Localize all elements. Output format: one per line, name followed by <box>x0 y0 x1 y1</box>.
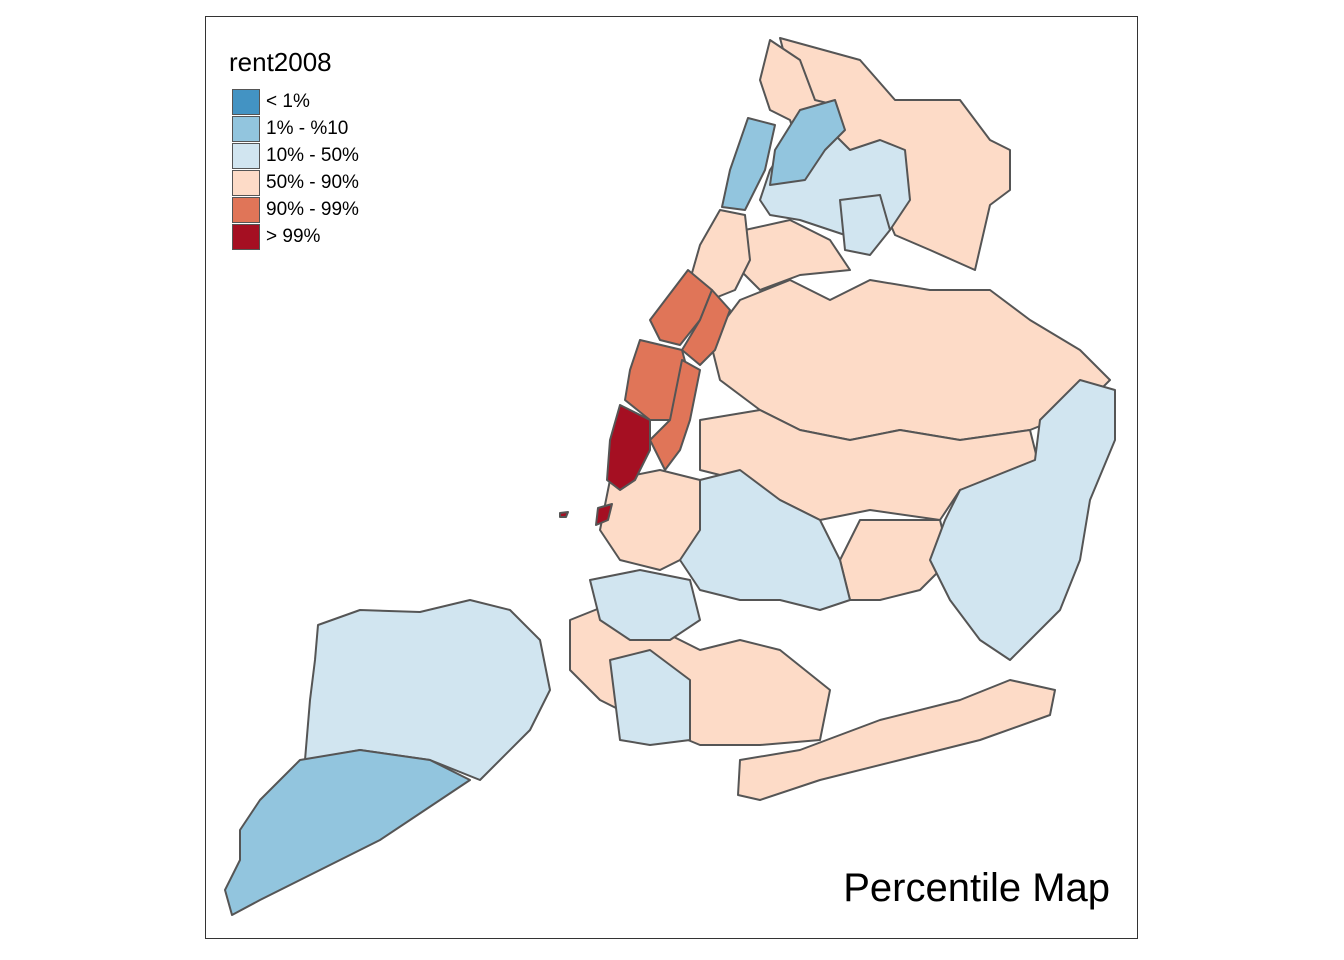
legend-swatch <box>232 170 260 196</box>
legend-item-90-99: 90% - 99% <box>232 197 359 223</box>
region-brooklyn-central <box>679 469 851 611</box>
legend-label: 10% - 50% <box>266 145 359 166</box>
legend-item-50-90: 50% - 90% <box>232 170 359 196</box>
legend-item-lt1: < 1% <box>232 89 310 115</box>
region-governors-island <box>595 503 613 526</box>
region-manhattan-east <box>649 359 701 471</box>
legend-swatch <box>232 197 260 223</box>
region-rockaway <box>737 679 1056 801</box>
region-manhattan-harlem <box>689 209 751 301</box>
region-manhattan-ues <box>681 289 731 366</box>
map-title: Percentile Map <box>843 866 1110 910</box>
region-staten-island-north <box>304 599 551 781</box>
region-bronx-se <box>839 194 891 256</box>
region-manhattan-north <box>721 117 776 211</box>
region-manhattan-downtown <box>606 404 651 491</box>
legend-item-1-10: 1% - %10 <box>232 116 348 142</box>
region-brooklyn-bay <box>609 649 691 746</box>
region-staten-island-south <box>224 749 471 916</box>
legend-swatch <box>232 116 260 142</box>
legend-swatch <box>232 89 260 115</box>
legend-label: 50% - 90% <box>266 172 359 193</box>
legend-label: 1% - %10 <box>266 118 349 139</box>
region-small-island <box>559 511 569 518</box>
region-brooklyn-west <box>589 569 701 641</box>
region-bronx-riverdale <box>769 99 846 186</box>
legend-swatch <box>232 143 260 169</box>
legend-title: rent2008 <box>229 47 332 77</box>
legend-item-10-50: 10% - 50% <box>232 143 359 169</box>
legend-swatch <box>232 224 260 250</box>
legend-label: 90% - 99% <box>266 199 359 220</box>
legend-item-gt99: > 99% <box>232 224 320 250</box>
region-queens-east <box>929 379 1116 661</box>
legend-label: > 99% <box>266 226 321 247</box>
legend-label: < 1% <box>266 91 310 112</box>
